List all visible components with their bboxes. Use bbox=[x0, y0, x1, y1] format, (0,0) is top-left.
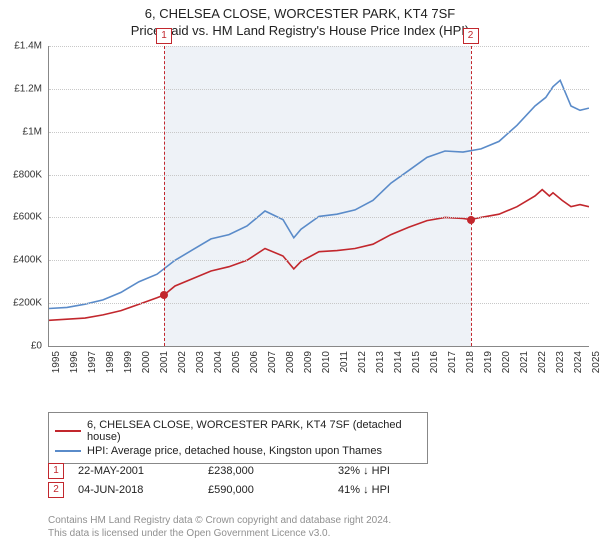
x-axis-label: 2001 bbox=[159, 351, 170, 373]
marker-dot bbox=[160, 291, 168, 299]
chart-title-2: Price paid vs. HM Land Registry's House … bbox=[0, 21, 600, 38]
legend-item: HPI: Average price, detached house, King… bbox=[55, 445, 421, 457]
y-axis-label: £400K bbox=[13, 255, 42, 266]
x-axis-label: 2010 bbox=[321, 351, 332, 373]
legend-item: 6, CHELSEA CLOSE, WORCESTER PARK, KT4 7S… bbox=[55, 419, 421, 443]
chart-title-1: 6, CHELSEA CLOSE, WORCESTER PARK, KT4 7S… bbox=[0, 0, 600, 21]
event-date: 04-JUN-2018 bbox=[78, 484, 208, 496]
legend-label: HPI: Average price, detached house, King… bbox=[87, 445, 382, 457]
attribution: Contains HM Land Registry data © Crown c… bbox=[48, 514, 391, 540]
series-price_paid bbox=[49, 190, 589, 321]
x-axis-label: 2007 bbox=[267, 351, 278, 373]
x-axis-label: 1995 bbox=[51, 351, 62, 373]
x-axis-label: 1997 bbox=[87, 351, 98, 373]
marker-dot bbox=[467, 216, 475, 224]
y-axis-label: £800K bbox=[13, 169, 42, 180]
gridline bbox=[49, 132, 589, 133]
gridline bbox=[49, 175, 589, 176]
event-number: 1 bbox=[48, 463, 64, 479]
y-axis-label: £1M bbox=[23, 126, 42, 137]
x-axis-label: 1996 bbox=[69, 351, 80, 373]
x-axis-label: 2023 bbox=[555, 351, 566, 373]
x-axis-label: 2024 bbox=[573, 351, 584, 373]
series-hpi bbox=[49, 80, 589, 308]
event-price: £590,000 bbox=[208, 484, 338, 496]
event-number: 2 bbox=[48, 482, 64, 498]
gridline bbox=[49, 217, 589, 218]
y-axis-label: £1.2M bbox=[14, 83, 42, 94]
gridline bbox=[49, 46, 589, 47]
event-delta: 32% ↓ HPI bbox=[338, 465, 468, 477]
legend: 6, CHELSEA CLOSE, WORCESTER PARK, KT4 7S… bbox=[48, 412, 428, 464]
x-axis-label: 2016 bbox=[429, 351, 440, 373]
events-table: 1 22-MAY-2001£238,00032% ↓ HPI 2 04-JUN-201… bbox=[48, 460, 588, 501]
marker-line bbox=[164, 46, 165, 346]
x-axis-label: 2003 bbox=[195, 351, 206, 373]
x-axis-label: 2018 bbox=[465, 351, 476, 373]
x-axis-label: 2002 bbox=[177, 351, 188, 373]
y-axis-label: £200K bbox=[13, 298, 42, 309]
y-axis-label: £0 bbox=[31, 341, 42, 352]
x-axis-label: 2005 bbox=[231, 351, 242, 373]
plot-area: 12 bbox=[48, 46, 589, 347]
x-axis-label: 2009 bbox=[303, 351, 314, 373]
line-layer bbox=[49, 46, 589, 346]
marker-flag: 2 bbox=[463, 28, 479, 44]
x-axis-label: 2011 bbox=[339, 351, 350, 373]
event-row: 2 04-JUN-2018£590,00041% ↓ HPI bbox=[48, 482, 588, 498]
x-axis-label: 1998 bbox=[105, 351, 116, 373]
marker-flag: 1 bbox=[156, 28, 172, 44]
event-row: 1 22-MAY-2001£238,00032% ↓ HPI bbox=[48, 463, 588, 479]
legend-swatch bbox=[55, 450, 81, 452]
x-axis-label: 2006 bbox=[249, 351, 260, 373]
marker-line bbox=[471, 46, 472, 346]
x-axis-label: 2000 bbox=[141, 351, 152, 373]
gridline bbox=[49, 89, 589, 90]
x-axis-label: 2021 bbox=[519, 351, 530, 373]
attribution-line1: Contains HM Land Registry data © Crown c… bbox=[48, 514, 391, 527]
event-delta: 41% ↓ HPI bbox=[338, 484, 468, 496]
x-axis-label: 2012 bbox=[357, 351, 368, 373]
x-axis-label: 2008 bbox=[285, 351, 296, 373]
x-axis-label: 2014 bbox=[393, 351, 404, 373]
legend-swatch bbox=[55, 430, 81, 432]
y-axis-label: £600K bbox=[13, 212, 42, 223]
gridline bbox=[49, 260, 589, 261]
x-axis-label: 2015 bbox=[411, 351, 422, 373]
x-axis-label: 2013 bbox=[375, 351, 386, 373]
attribution-line2: This data is licensed under the Open Gov… bbox=[48, 527, 391, 540]
x-axis-label: 2025 bbox=[591, 351, 600, 373]
x-axis-label: 2017 bbox=[447, 351, 458, 373]
gridline bbox=[49, 303, 589, 304]
chart: 12 £0£200K£400K£600K£800K£1M£1.2M£1.4M19… bbox=[48, 46, 588, 376]
x-axis-label: 2004 bbox=[213, 351, 224, 373]
x-axis-label: 1999 bbox=[123, 351, 134, 373]
event-date: 22-MAY-2001 bbox=[78, 465, 208, 477]
x-axis-label: 2019 bbox=[483, 351, 494, 373]
event-price: £238,000 bbox=[208, 465, 338, 477]
legend-label: 6, CHELSEA CLOSE, WORCESTER PARK, KT4 7S… bbox=[87, 419, 421, 443]
x-axis-label: 2022 bbox=[537, 351, 548, 373]
y-axis-label: £1.4M bbox=[14, 41, 42, 52]
x-axis-label: 2020 bbox=[501, 351, 512, 373]
